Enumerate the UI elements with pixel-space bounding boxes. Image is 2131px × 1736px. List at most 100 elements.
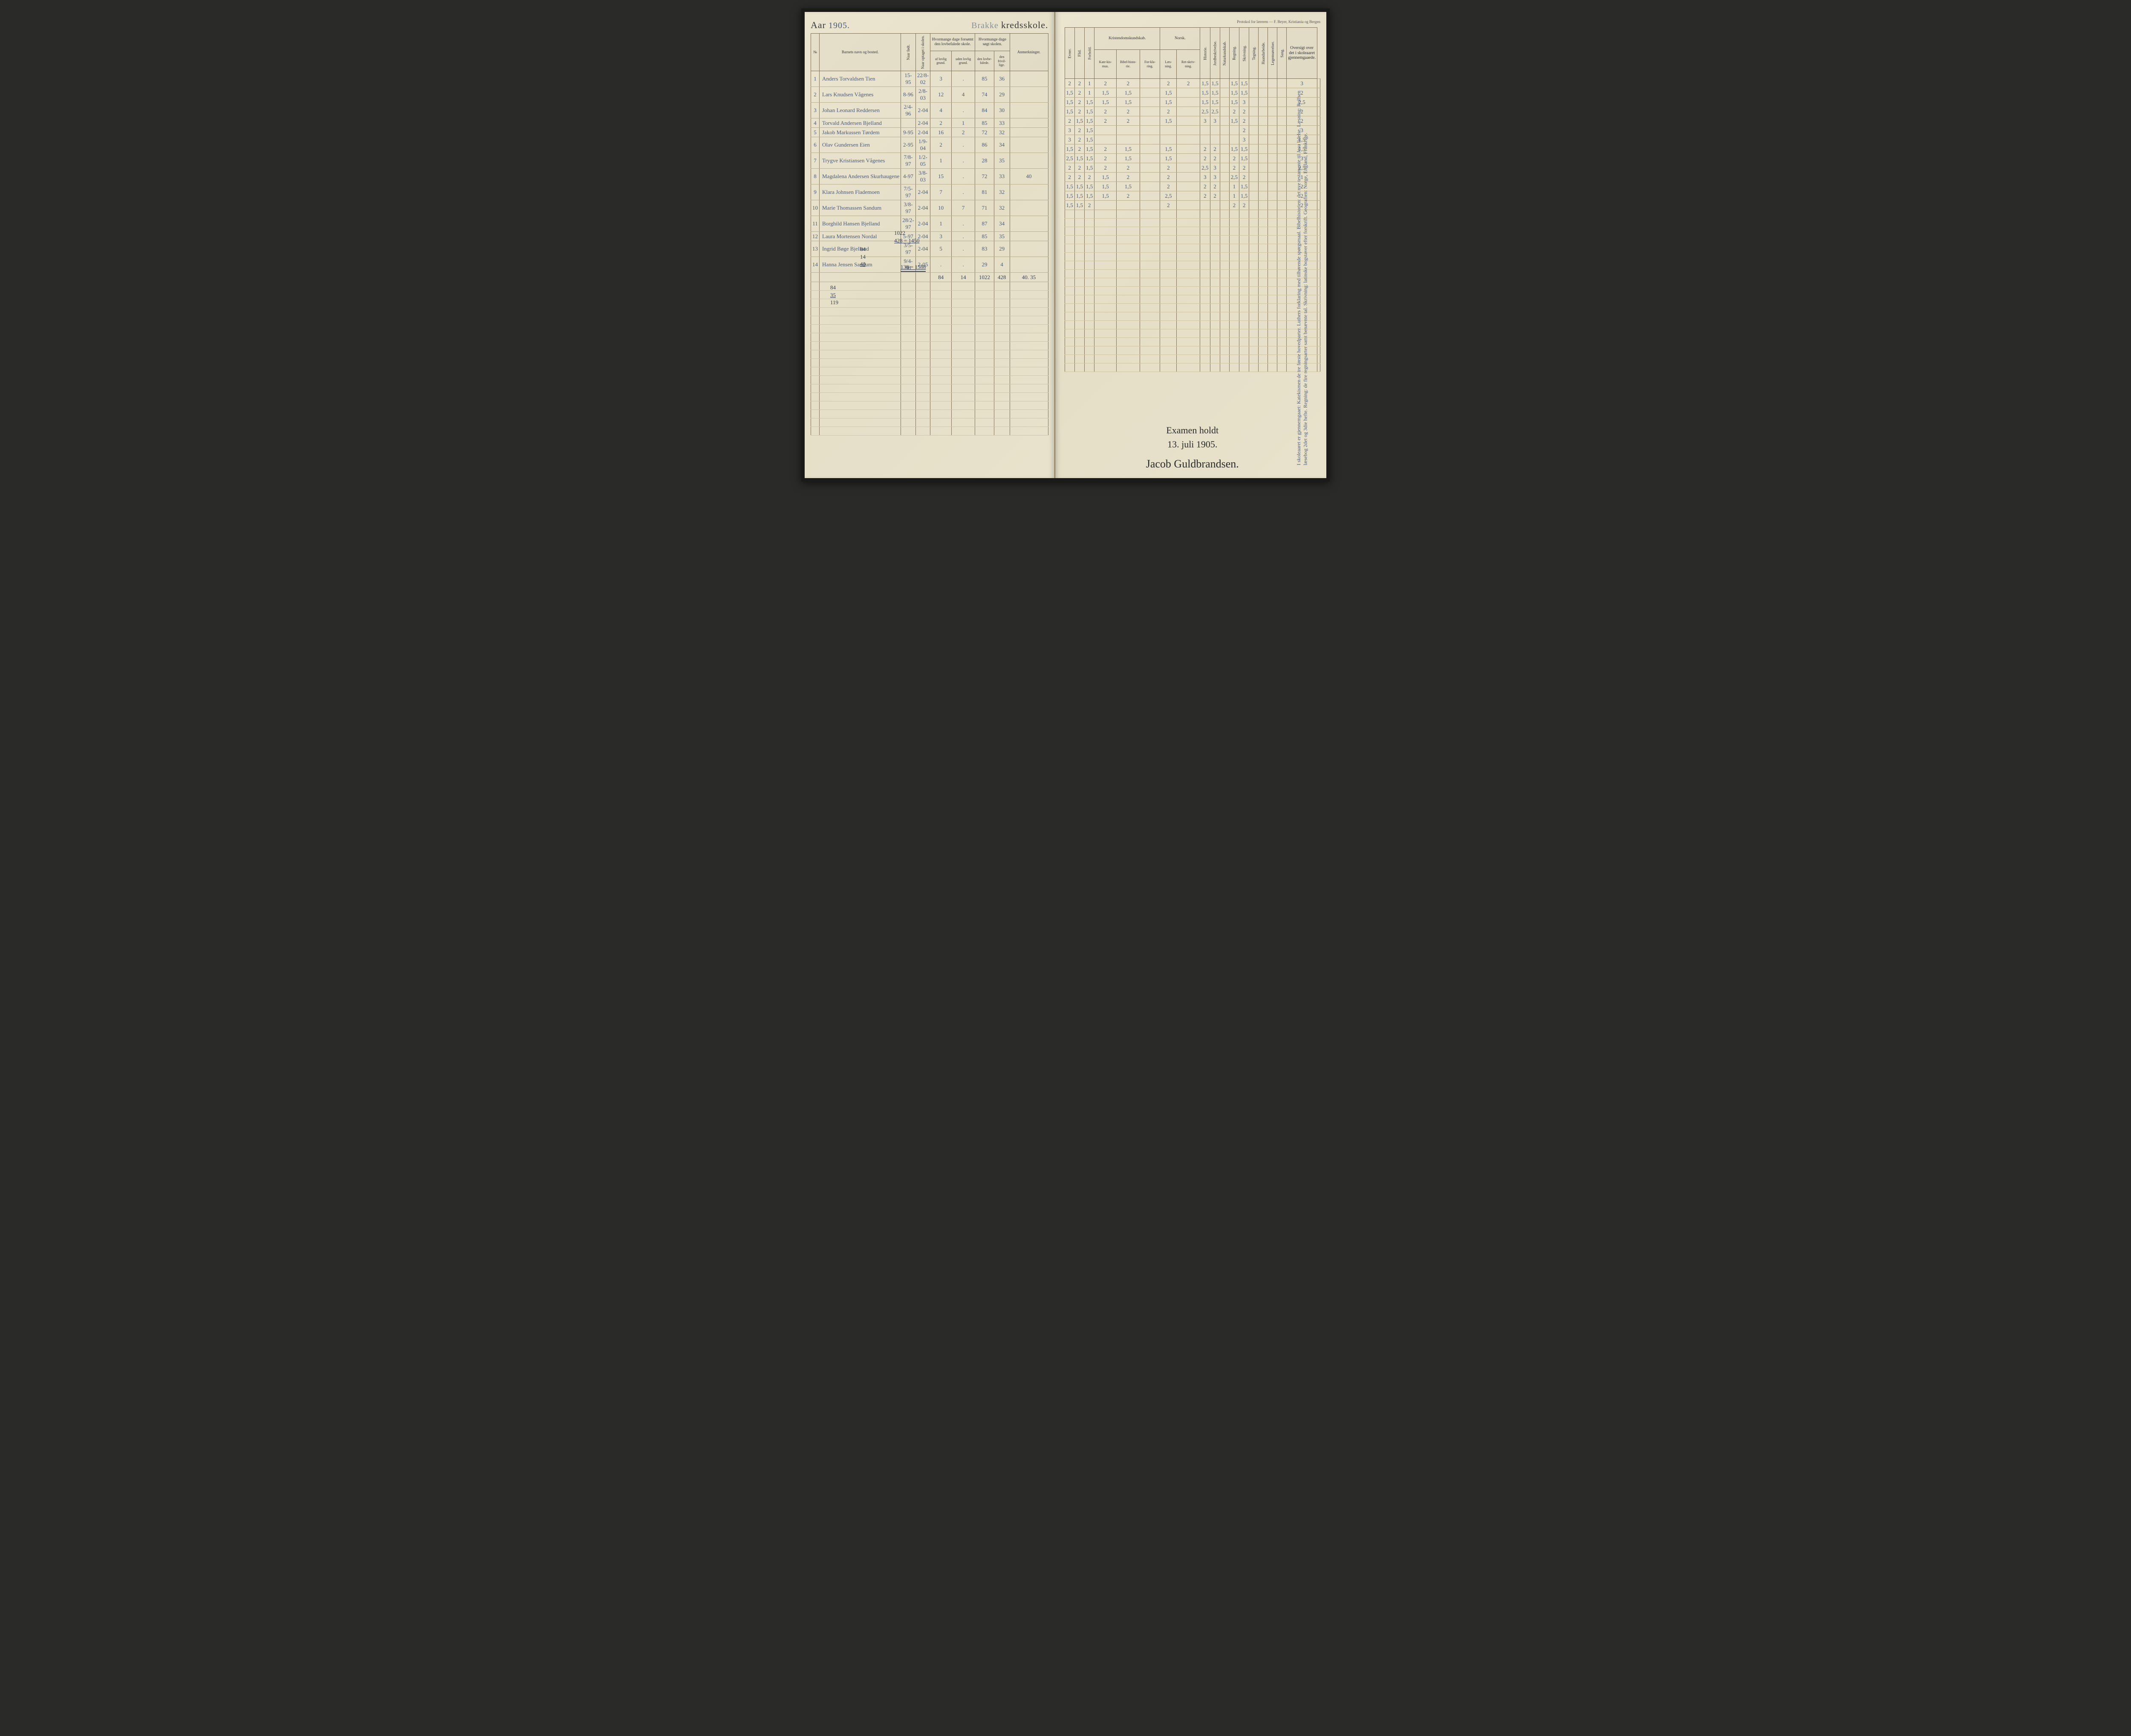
grade-cell (1249, 154, 1259, 163)
grade-cell: 2 (1239, 116, 1249, 126)
grade-cell (1210, 201, 1220, 210)
grade-cell: 2 (1229, 201, 1239, 210)
grade-cell: 1,5 (1085, 126, 1094, 135)
cell-name: Torvald Andersen Bjelland (820, 118, 901, 128)
calc-l6: 138 = 1588 (901, 263, 926, 272)
grade-cell: 1,5 (1085, 116, 1094, 126)
hdr-haand: Haandarbeide. (1259, 28, 1268, 79)
grade-cell (1140, 154, 1160, 163)
empty-row (1065, 338, 1320, 346)
grade-cell: 1,5 (1160, 154, 1177, 163)
grade-cell: 1,5 (1094, 191, 1117, 201)
grade-cell: 1,5 (1200, 98, 1210, 107)
cell-name: Olav Gundersen Eien (820, 137, 901, 153)
grade-cell: 1,5 (1085, 191, 1094, 201)
grade-cell (1220, 182, 1229, 191)
grade-cell (1177, 201, 1200, 210)
cell-att-a: 83 (975, 241, 994, 257)
table-row: 321,531,5 (1065, 135, 1320, 144)
cell-remarks (1010, 103, 1048, 118)
grade-cell: 2 (1229, 107, 1239, 116)
grade-cell (1259, 173, 1268, 182)
grade-cell (1268, 98, 1277, 107)
cell-enrolled: 2-04 (915, 103, 930, 118)
grade-cell (1249, 107, 1259, 116)
cell-born (901, 118, 915, 128)
cell-no: 4 (811, 118, 820, 128)
grade-cell: 1,5 (1116, 144, 1140, 154)
grade-cell (1259, 144, 1268, 154)
hdr-regning: Regning. (1229, 28, 1239, 79)
grade-cell (1220, 173, 1229, 182)
grade-cell: 1,5 (1065, 201, 1074, 210)
grade-cell: 2 (1116, 79, 1140, 88)
empty-row (811, 427, 1048, 435)
hdr-krist-c: For-kla-ring. (1140, 50, 1160, 79)
grade-cell: 2 (1065, 163, 1074, 173)
grade-cell: 2 (1085, 173, 1094, 182)
hdr-absent-group: Hvormange dage forsømt den lovbefalede s… (930, 34, 975, 51)
cell-abs-b: 2 (952, 128, 975, 137)
cell-att-a: 72 (975, 169, 994, 185)
year-value: 1905. (829, 21, 850, 31)
calc-s2: 35 (830, 291, 838, 299)
grade-cell (1229, 126, 1239, 135)
grade-cell (1259, 116, 1268, 126)
cell-att-a: 87 (975, 216, 994, 232)
cell-att-a: 71 (975, 200, 994, 216)
grade-cell (1277, 173, 1287, 182)
cell-abs-b: . (952, 216, 975, 232)
grade-cell (1116, 201, 1140, 210)
cell-att-a: 85 (975, 118, 994, 128)
grade-cell (1249, 79, 1259, 88)
grade-cell (1259, 154, 1268, 163)
cell-no: 2 (811, 87, 820, 103)
cell-remarks (1010, 87, 1048, 103)
calc-block-1: 1022 428 = 1450 (894, 229, 919, 244)
hdr-oversigt: Oversigt over det i skoleaaret gjennemga… (1287, 28, 1317, 79)
cell-att-b: 29 (994, 87, 1010, 103)
grade-cell (1277, 79, 1287, 88)
grade-cell: 2 (1200, 144, 1210, 154)
grade-cell: 1,5 (1229, 88, 1239, 98)
calc-l2: 428 = 1450 (894, 237, 919, 245)
cell-no: 13 (811, 241, 820, 257)
grade-cell (1268, 116, 1277, 126)
empty-row (811, 359, 1048, 367)
cell-att-a: 74 (975, 87, 994, 103)
empty-row (811, 393, 1048, 401)
cell-no: 1 (811, 71, 820, 87)
grade-cell: 2,5 (1229, 173, 1239, 182)
empty-row (811, 282, 1048, 291)
cell-att-a: 85 (975, 232, 994, 241)
table-row: 1,521,52222,52,5222 (1065, 107, 1320, 116)
grade-cell: 2 (1116, 116, 1140, 126)
grade-cell: 2 (1116, 107, 1140, 116)
empty-row (811, 410, 1048, 418)
cell-att-a: 72 (975, 128, 994, 137)
hdr-natur: Naturkundskab. (1220, 28, 1229, 79)
grade-cell (1140, 173, 1160, 182)
cell-name: Trygve Kristiansen Vågenes (820, 153, 901, 169)
hdr-jord: Jordbeskrivelse. (1210, 28, 1220, 79)
cell-remarks (1010, 137, 1048, 153)
cell-remarks (1010, 71, 1048, 87)
cell-abs-a: 10 (930, 200, 952, 216)
cell-abs-a: 1 (930, 216, 952, 232)
grade-cell: 2 (1239, 163, 1249, 173)
grade-cell (1200, 201, 1210, 210)
cell-abs-a: 4 (930, 103, 952, 118)
tot-d2: 428 (994, 273, 1010, 282)
empty-row (1065, 261, 1320, 270)
grade-cell: 1,5 (1085, 182, 1094, 191)
grade-cell: 1 (1229, 191, 1239, 201)
grade-cell: 2 (1065, 79, 1074, 88)
table-row: 10Marie Thomassen Sandum3/8-972-04107713… (811, 200, 1048, 216)
cell-att-b: 35 (994, 153, 1010, 169)
cell-abs-b: . (952, 137, 975, 153)
table-row: 321,523 (1065, 126, 1320, 135)
grade-cell (1094, 201, 1117, 210)
cell-no: 5 (811, 128, 820, 137)
empty-row (1065, 321, 1320, 329)
grade-cell (1277, 88, 1287, 98)
